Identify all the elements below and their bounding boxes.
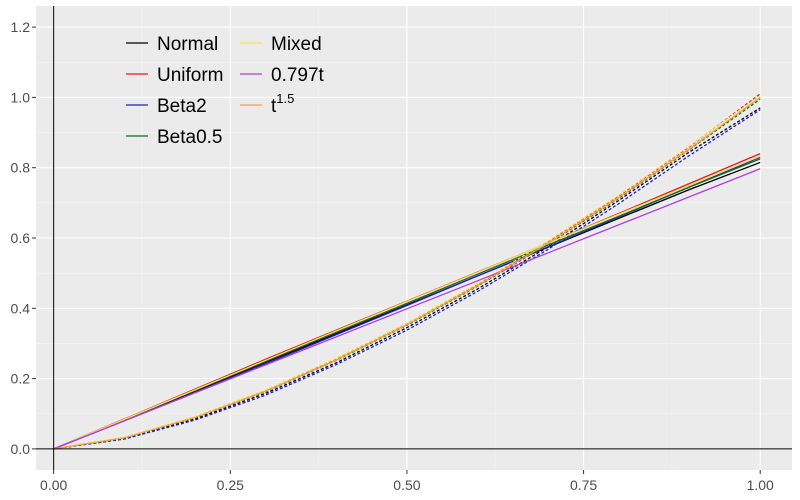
series-mixed-dashed-line (53, 95, 761, 450)
y-tick-label: 0.6 (11, 230, 31, 246)
legend-label: 0.797t (271, 65, 325, 86)
series-layer (53, 93, 761, 450)
series-t1-5-solid-line (53, 96, 761, 450)
x-tick-label: 0.50 (393, 477, 420, 493)
legend-item-0-797t: 0.797t (240, 65, 325, 86)
legend-item-mixed: Mixed (240, 34, 322, 55)
legend-item-uniform: Uniform (126, 65, 224, 86)
legend-label: Uniform (157, 65, 224, 86)
x-tick-label: 0.00 (40, 477, 67, 493)
y-tick-label: 0.0 (11, 441, 31, 457)
x-tick-label: 0.75 (570, 477, 597, 493)
y-tick-label: 0.2 (11, 371, 31, 387)
legend-label: Normal (157, 34, 218, 55)
legend-label: Mixed (271, 34, 322, 55)
x-tick-label: 1.00 (747, 477, 774, 493)
series-normal-dashed-line (53, 107, 761, 450)
series-beta2-dashed-line (53, 109, 761, 450)
y-tick-label: 1.2 (11, 19, 31, 35)
legend-label: Beta2 (157, 96, 207, 117)
series-mixed-solid-line (53, 155, 761, 450)
legend-item-beta0-5: Beta0.5 (126, 127, 223, 148)
x-tick-label: 0.25 (217, 477, 244, 493)
y-tick-label: 0.4 (11, 300, 31, 316)
axes (36, 6, 792, 470)
legend-item-beta2: Beta2 (126, 96, 207, 117)
legend-item-normal: Normal (126, 34, 218, 55)
y-tick-label: 0.8 (11, 160, 31, 176)
legend-superscript: 1.5 (276, 91, 294, 106)
y-tick-label: 1.0 (11, 89, 31, 105)
tick-labels: 0.00 0.25 0.50 0.75 1.00 0.0 0.2 0.4 0.6 0.8 1.0 1.… (11, 19, 775, 493)
legend-label: Beta0.5 (157, 127, 223, 148)
series-0-797t-solid-line (53, 168, 761, 450)
